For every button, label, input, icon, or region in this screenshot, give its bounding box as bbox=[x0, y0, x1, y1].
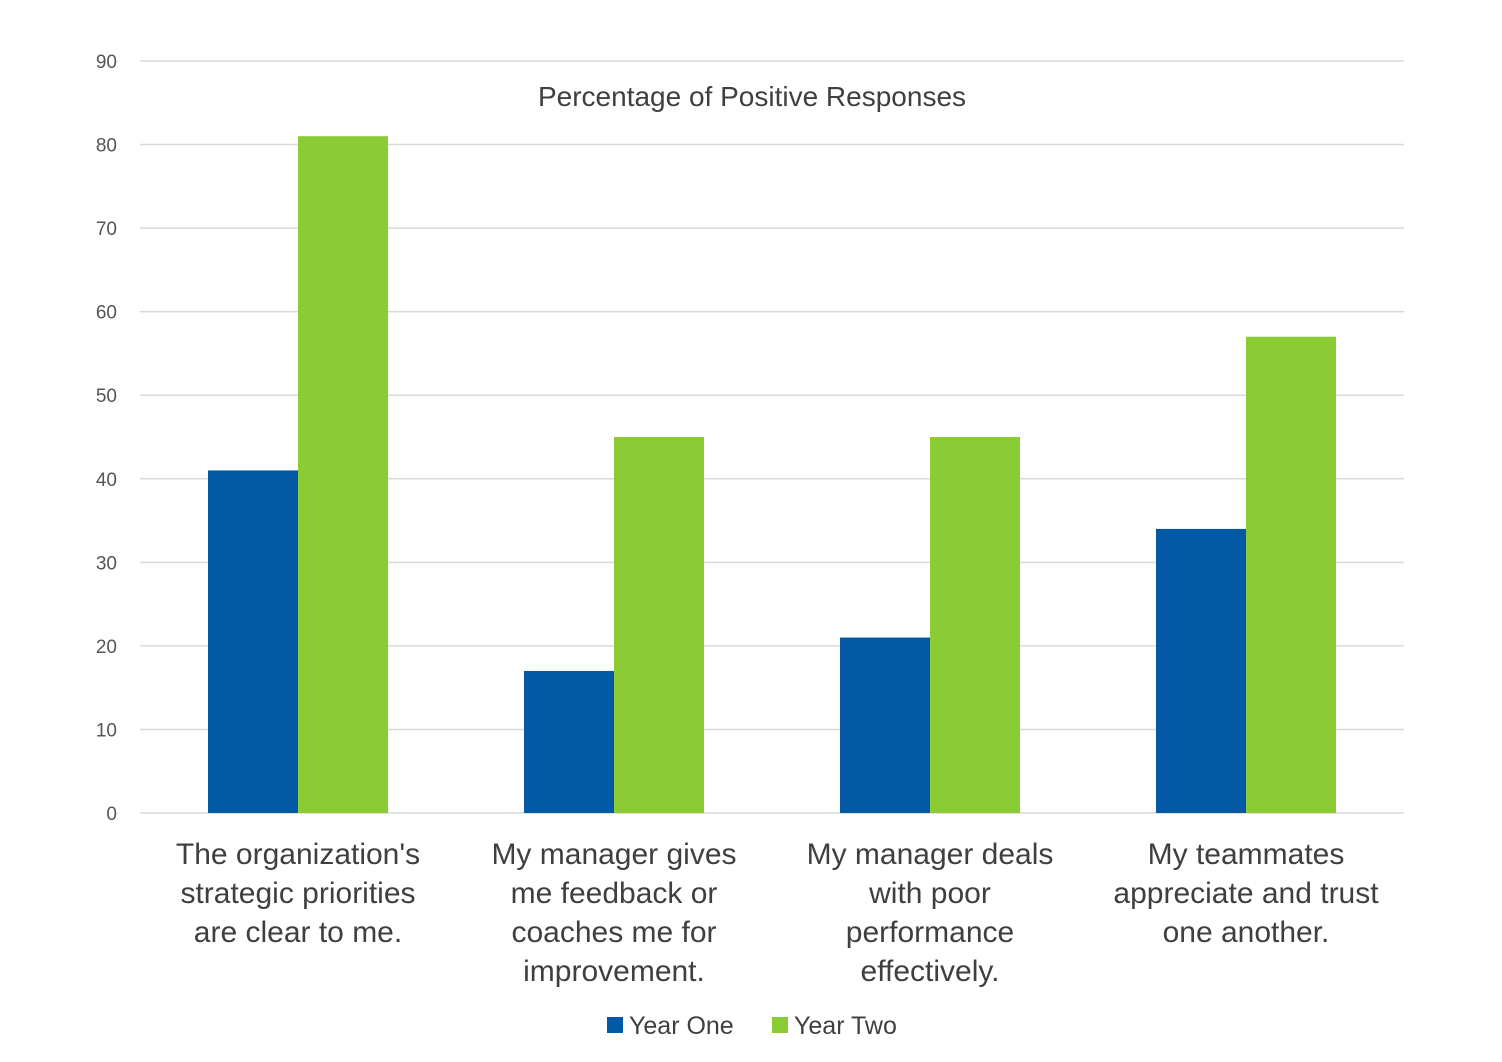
x-category-label: My manager gives me feedback or coaches me… bbox=[491, 838, 736, 988]
bars bbox=[208, 136, 1336, 813]
legend-swatch bbox=[607, 1017, 623, 1033]
x-category-label-line: performance bbox=[846, 916, 1014, 949]
bar-year-one bbox=[1156, 528, 1246, 813]
x-category-label: My teammates appreciate and trust one anot… bbox=[1113, 838, 1379, 949]
x-category-label-line: My manager gives bbox=[491, 838, 736, 871]
x-category-label-line: appreciate and trust bbox=[1113, 877, 1379, 910]
y-tick-label: 70 bbox=[96, 219, 117, 240]
x-category-label-line: with poor bbox=[868, 877, 991, 910]
bar-year-two bbox=[614, 437, 704, 813]
x-category-label-line: are clear to me. bbox=[194, 916, 402, 949]
x-category-label-line: improvement. bbox=[523, 955, 705, 988]
bar-year-one bbox=[524, 670, 614, 813]
x-category-label-line: me feedback or bbox=[511, 877, 718, 910]
y-tick-label: 80 bbox=[96, 136, 117, 157]
x-category-label: My manager deals with poor performance effe… bbox=[807, 838, 1054, 988]
y-tick-label: 90 bbox=[96, 52, 117, 73]
legend-label: Year One bbox=[629, 1012, 734, 1040]
x-category-label-line: My teammates bbox=[1148, 838, 1345, 871]
x-category-label: The organization's strategic priorities ar… bbox=[176, 838, 420, 949]
y-tick-label: 10 bbox=[96, 720, 117, 741]
x-category-label-line: coaches me for bbox=[511, 916, 716, 949]
legend: Year One Year Two bbox=[607, 1012, 897, 1040]
x-category-label-line: strategic priorities bbox=[180, 877, 415, 910]
y-tick-label: 40 bbox=[96, 470, 117, 491]
legend-label: Year Two bbox=[794, 1012, 897, 1040]
y-tick-label: 30 bbox=[96, 553, 117, 574]
chart-title: Percentage of Positive Responses bbox=[538, 81, 966, 112]
x-category-label-line: one another. bbox=[1163, 916, 1330, 949]
bar-year-two bbox=[1246, 336, 1336, 813]
y-axis-ticks: 0 10 20 30 40 50 60 70 80 90 bbox=[96, 52, 117, 825]
x-axis-categories: The organization's strategic priorities ar… bbox=[176, 838, 1379, 988]
bar-year-two bbox=[930, 437, 1020, 813]
bar-year-two bbox=[298, 136, 388, 813]
bar-year-one bbox=[208, 470, 298, 813]
y-tick-label: 20 bbox=[96, 637, 117, 658]
x-category-label-line: The organization's bbox=[176, 838, 420, 871]
x-category-label-line: effectively. bbox=[861, 955, 1000, 988]
y-tick-label: 50 bbox=[96, 386, 117, 407]
y-tick-label: 60 bbox=[96, 303, 117, 324]
bar-year-one bbox=[840, 637, 930, 813]
legend-swatch bbox=[772, 1017, 788, 1033]
y-tick-label: 0 bbox=[106, 804, 117, 825]
x-category-label-line: My manager deals bbox=[807, 838, 1054, 871]
